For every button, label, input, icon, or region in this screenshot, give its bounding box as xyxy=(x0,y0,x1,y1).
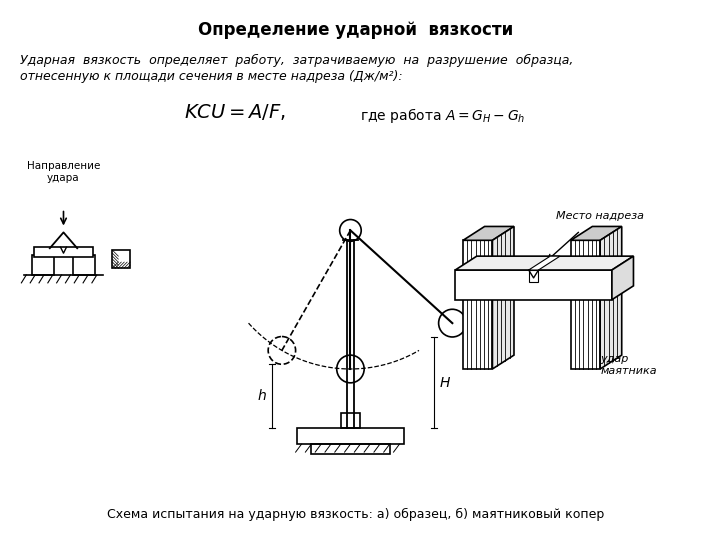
Bar xyxy=(297,428,405,444)
Text: H: H xyxy=(440,376,450,390)
Circle shape xyxy=(438,309,466,337)
Text: Определение ударной  вязкости: Определение ударной вязкости xyxy=(198,21,513,38)
Polygon shape xyxy=(528,256,560,270)
Bar xyxy=(32,255,54,275)
Text: $KCU = A/ F,$: $KCU = A/ F,$ xyxy=(184,102,286,122)
Text: h: h xyxy=(258,389,266,403)
Polygon shape xyxy=(571,226,621,240)
Polygon shape xyxy=(455,256,634,270)
Circle shape xyxy=(340,220,361,241)
Text: где работа $A = G_H - G_h$: где работа $A = G_H - G_h$ xyxy=(360,106,526,125)
Text: Место надреза: Место надреза xyxy=(556,211,644,221)
Polygon shape xyxy=(492,226,514,369)
Bar xyxy=(112,250,130,268)
Polygon shape xyxy=(571,240,600,369)
Text: Ударная  вязкость  определяет  работу,  затрачиваемую  на  разрушение  образца,: Ударная вязкость определяет работу, затр… xyxy=(20,54,574,68)
Text: отнесенную к площади сечения в месте надреза (Дж/м²):: отнесенную к площади сечения в месте над… xyxy=(20,70,403,83)
Text: Направление
удара: Направление удара xyxy=(27,161,100,183)
Polygon shape xyxy=(528,270,539,282)
Polygon shape xyxy=(600,226,621,369)
Circle shape xyxy=(337,355,364,383)
Bar xyxy=(341,413,360,428)
Text: удар
маятника: удар маятника xyxy=(600,354,657,376)
Polygon shape xyxy=(455,270,612,300)
Circle shape xyxy=(268,336,296,365)
Bar xyxy=(34,247,93,257)
Bar xyxy=(311,444,390,454)
Text: Схема испытания на ударную вязкость: а) образец, б) маятниковый копер: Схема испытания на ударную вязкость: а) … xyxy=(107,508,604,521)
Bar xyxy=(73,255,95,275)
Polygon shape xyxy=(463,240,492,369)
Polygon shape xyxy=(612,256,634,300)
Polygon shape xyxy=(463,226,514,240)
